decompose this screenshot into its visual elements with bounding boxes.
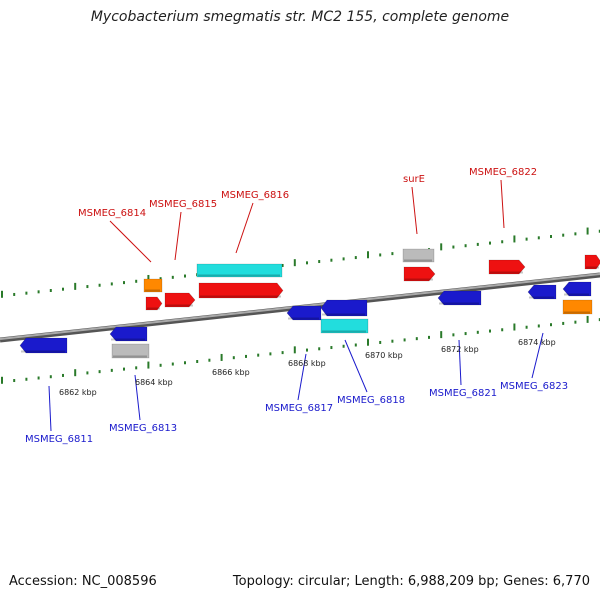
gene-orange-2[interactable]	[562, 299, 593, 315]
gene-label-msmeg-6823[interactable]: MSMEG_6823	[500, 381, 568, 392]
gene-blue-edge[interactable]	[562, 281, 592, 297]
connector-sure	[411, 186, 418, 235]
gene-msmeg-6821[interactable]	[437, 290, 482, 306]
gene-msmeg-6815[interactable]	[164, 292, 196, 308]
connector-msmeg-6818	[344, 339, 368, 393]
accession-text: Accession: NC_008596	[9, 574, 157, 589]
scale-label-6872: 6872 kbp	[441, 345, 479, 354]
gene-orange-1[interactable]	[143, 278, 163, 293]
connector-msmeg-6823	[531, 332, 544, 379]
gene-msmeg-6817[interactable]	[286, 305, 322, 321]
gene-sure[interactable]	[403, 266, 436, 282]
genome-summary-text: Topology: circular; Length: 6,988,209 bp…	[232, 574, 590, 589]
scale-label-6870: 6870 kbp	[365, 351, 403, 360]
gene-label-msmeg-6821[interactable]: MSMEG_6821	[429, 388, 497, 399]
gene-msmeg-6813[interactable]	[109, 326, 148, 342]
gene-sure-gray[interactable]	[402, 248, 435, 263]
gene-label-msmeg-6815[interactable]: MSMEG_6815	[149, 199, 217, 210]
scale-label-6864: 6864 kbp	[135, 378, 173, 387]
scale-label-6874: 6874 kbp	[518, 338, 556, 347]
gene-label-msmeg-6813[interactable]: MSMEG_6813	[109, 423, 177, 434]
gene-msmeg-6822[interactable]	[488, 259, 526, 275]
gene-msmeg-6814[interactable]	[145, 296, 163, 311]
gene-msmeg-6823[interactable]	[527, 284, 557, 300]
gene-msmeg-6816-cyan[interactable]	[196, 263, 283, 278]
reverse-scale-ticks	[1, 315, 600, 384]
connector-msmeg-6822	[500, 179, 505, 229]
gene-msmeg-6813-gray[interactable]	[111, 343, 150, 359]
gene-label-msmeg-6814[interactable]: MSMEG_6814	[78, 208, 146, 219]
gene-label-msmeg-6822[interactable]: MSMEG_6822	[469, 167, 537, 178]
connector-msmeg-6816	[235, 202, 254, 254]
scale-label-6866: 6866 kbp	[212, 368, 250, 377]
gene-msmeg-6818[interactable]	[320, 299, 368, 317]
scale-label-6862: 6862 kbp	[59, 388, 97, 397]
gene-label-msmeg-6816[interactable]: MSMEG_6816	[221, 190, 289, 201]
gene-label-msmeg-6811[interactable]: MSMEG_6811	[25, 434, 93, 445]
gene-red-edge[interactable]	[584, 254, 600, 270]
gene-label-msmeg-6817[interactable]: MSMEG_6817	[265, 403, 333, 414]
connector-msmeg-6814	[109, 220, 152, 263]
connector-msmeg-6815	[174, 211, 182, 261]
map-title: Mycobacterium smegmatis str. MC2 155, co…	[90, 9, 510, 25]
scale-label-6868: 6868 kbp	[288, 359, 326, 368]
connector-msmeg-6811	[48, 385, 52, 432]
gene-msmeg-6811[interactable]	[19, 337, 68, 354]
connector-msmeg-6813	[134, 374, 141, 421]
gene-msmeg-6816[interactable]	[198, 282, 284, 299]
gene-label-sure[interactable]: surE	[403, 174, 425, 185]
connector-msmeg-6817	[297, 353, 307, 401]
gene-msmeg-6818-cyan[interactable]	[320, 318, 369, 334]
gene-label-msmeg-6818[interactable]: MSMEG_6818	[337, 395, 405, 406]
connector-msmeg-6821	[458, 339, 462, 386]
